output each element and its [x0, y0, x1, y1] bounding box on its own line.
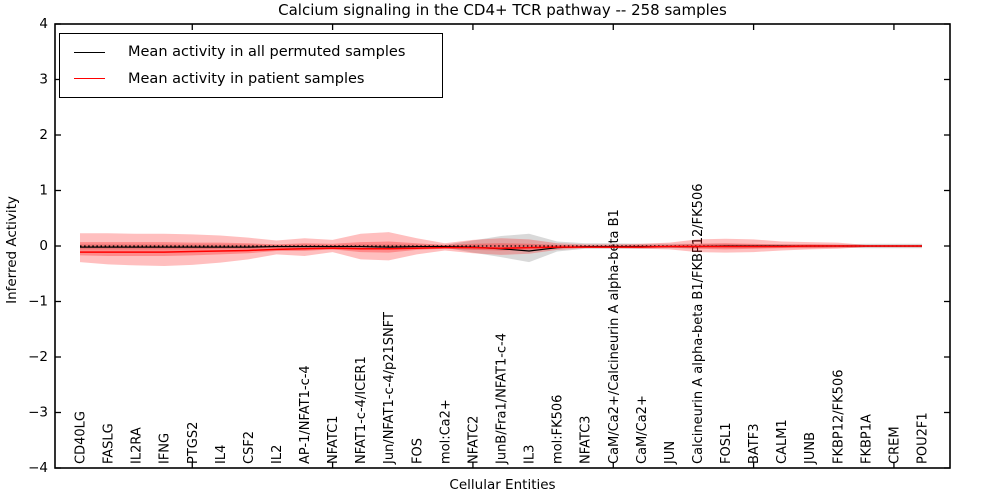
x-tick-label: AP-1/NFAT1-c-4 — [298, 365, 313, 464]
y-tick-label: −3 — [28, 405, 48, 421]
x-tick-label: CSF2 — [242, 431, 257, 464]
y-tick-label: 1 — [39, 183, 48, 199]
x-tick-label: CaM/Ca2+/Calcineurin A alpha-beta B1 — [607, 209, 622, 464]
x-axis-label: Cellular Entities — [449, 477, 556, 493]
y-tick-label: −4 — [28, 460, 48, 476]
x-tick-label: Calcineurin A alpha-beta B1/FKBP12/FK506 — [691, 184, 706, 464]
legend-label-patient: Mean activity in patient samples — [128, 70, 365, 87]
x-tick-label: CREM — [887, 426, 902, 464]
x-tick-label: FKBP1A — [859, 414, 874, 464]
chart-title: Calcium signaling in the CD4+ TCR pathwa… — [278, 1, 727, 19]
x-tick-label: CALM1 — [775, 419, 790, 464]
x-tick-label: PTGS2 — [186, 422, 201, 464]
x-tick-label: BATF3 — [747, 424, 762, 465]
y-tick-label: 0 — [39, 238, 48, 254]
y-tick-label: −2 — [28, 349, 48, 365]
x-tick-label: NFAT1-c-4/ICER1 — [354, 356, 369, 464]
x-tick-label: JUNB — [803, 432, 818, 465]
x-tick-label: NFATC3 — [579, 416, 594, 464]
legend-line-patient-icon — [74, 78, 105, 80]
y-tick-label: 2 — [39, 127, 48, 143]
legend: Mean activity in all permuted samples Me… — [59, 33, 443, 98]
series-line-patient — [80, 245, 922, 253]
x-tick-label: FOS — [410, 438, 425, 464]
x-tick-label: IL4 — [214, 445, 229, 464]
x-tick-label: Jun/NFAT1-c-4/p21SNFT — [382, 312, 397, 465]
legend-entry-permuted: Mean activity in all permuted samples — [60, 44, 442, 60]
y-tick-label: −1 — [28, 294, 48, 310]
y-tick-label: 3 — [39, 72, 48, 88]
x-tick-label: FASLG — [102, 423, 117, 464]
x-tick-label: FKBP12/FK506 — [831, 370, 846, 465]
legend-label-permuted: Mean activity in all permuted samples — [128, 44, 406, 61]
x-tick-label: IL3 — [523, 445, 538, 464]
x-tick-label: NFATC2 — [466, 416, 481, 464]
x-tick-label: JUN — [663, 441, 678, 465]
y-tick-label: 4 — [39, 16, 48, 32]
x-tick-label: IL2 — [270, 445, 285, 464]
x-tick-label: JunB/Fra1/NFAT1-c-4 — [495, 333, 510, 465]
x-tick-label: mol:Ca2+ — [438, 399, 453, 464]
x-tick-label: NFATC1 — [326, 416, 341, 464]
legend-entry-patient: Mean activity in patient samples — [60, 71, 442, 87]
x-tick-label: IFNG — [158, 433, 173, 464]
x-tick-label: POU2F1 — [916, 412, 931, 464]
x-tick-label: FOSL1 — [719, 423, 734, 464]
x-tick-label: CD40LG — [74, 411, 89, 464]
x-tick-label: CaM/Ca2+ — [635, 395, 650, 464]
x-tick-label: IL2RA — [130, 427, 145, 464]
legend-line-permuted-icon — [74, 51, 105, 53]
x-tick-label: mol:FK506 — [551, 395, 566, 464]
